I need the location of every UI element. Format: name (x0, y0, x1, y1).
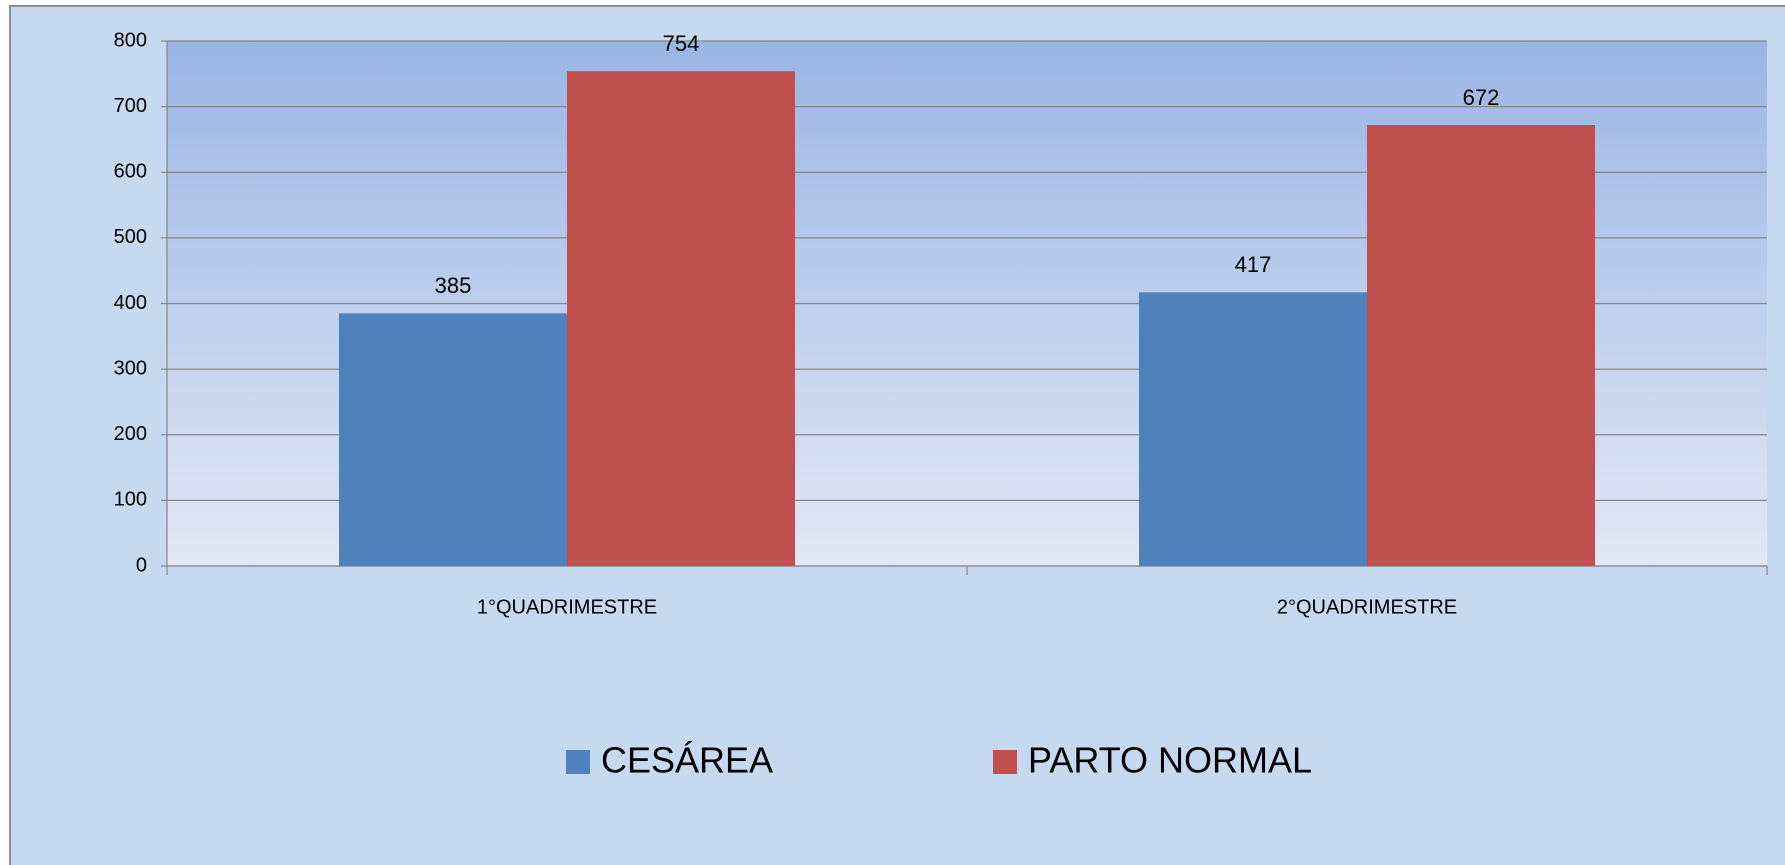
data-label: 672 (1463, 85, 1500, 110)
bar (339, 313, 567, 566)
y-tick-label: 800 (114, 29, 147, 51)
legend-label: CESÁREA (601, 740, 773, 781)
data-label: 754 (663, 31, 700, 56)
y-tick-label: 0 (136, 554, 147, 576)
bar (1139, 292, 1367, 566)
legend-label: PARTO NORMAL (1028, 740, 1312, 781)
legend-swatch (566, 750, 590, 774)
y-tick-label: 200 (114, 423, 147, 445)
bar (567, 71, 795, 566)
y-tick-label: 600 (114, 161, 147, 183)
y-tick-label: 700 (114, 95, 147, 117)
y-tick-label: 400 (114, 292, 147, 314)
x-tick-label: 1°QUADRIMESTRE (477, 596, 657, 618)
y-tick-label: 300 (114, 357, 147, 379)
y-tick-label: 100 (114, 489, 147, 511)
bar (1367, 125, 1595, 566)
x-tick-label: 2°QUADRIMESTRE (1277, 596, 1457, 618)
data-label: 417 (1235, 252, 1272, 277)
y-tick-label: 500 (114, 226, 147, 248)
data-label: 385 (435, 273, 472, 298)
legend-swatch (993, 750, 1017, 774)
